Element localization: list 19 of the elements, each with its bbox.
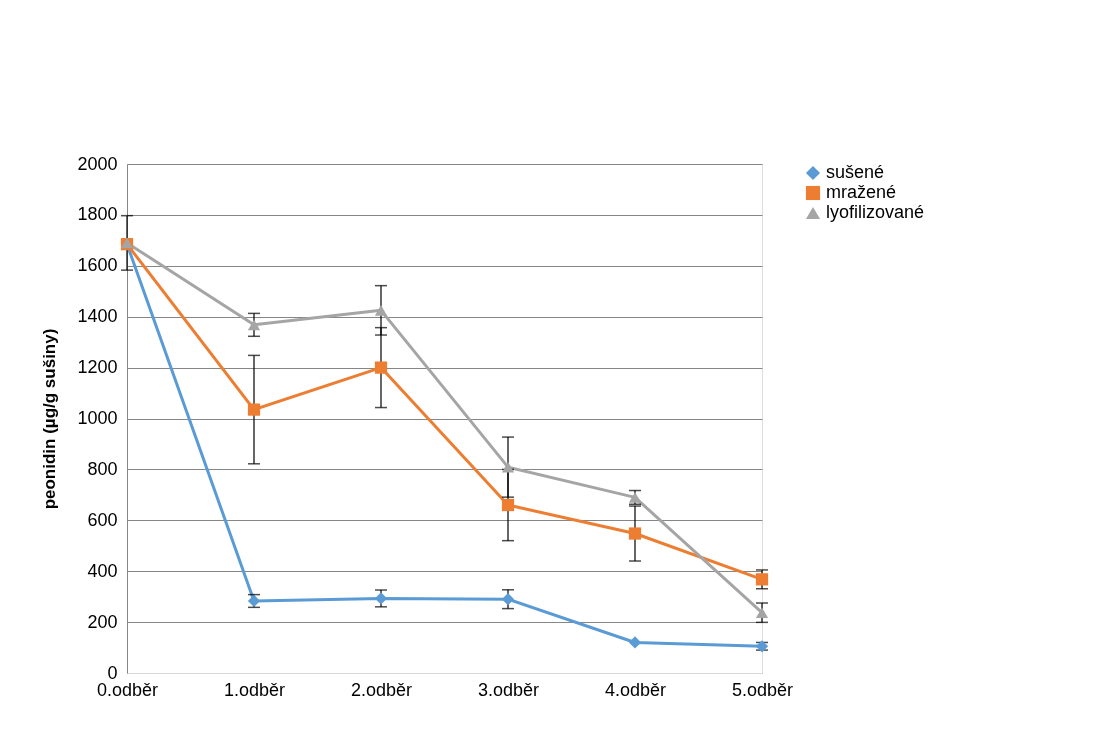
y-tick-label: 400 xyxy=(87,560,118,581)
y-tick-label: 2000 xyxy=(77,153,118,174)
y-tick-label: 1600 xyxy=(77,255,118,276)
legend-label: sušené xyxy=(826,162,885,182)
y-axis-title: peonidin (µg/g sušiny) xyxy=(40,328,60,510)
x-tick-label: 3.odběr xyxy=(477,679,540,700)
legend-label: lyofilizované xyxy=(826,202,925,222)
y-tick-label: 1200 xyxy=(77,357,118,378)
x-tick-label: 5.odběr xyxy=(731,679,794,700)
y-tick-label: 1000 xyxy=(77,408,118,428)
y-tick-label: 600 xyxy=(87,509,118,530)
y-tick-label: 200 xyxy=(87,611,118,632)
x-tick-label: 2.odběr xyxy=(350,679,413,700)
y-tick-label: 1400 xyxy=(77,306,118,327)
y-tick-label: 1800 xyxy=(77,204,118,225)
legend-label: mražené xyxy=(826,182,897,202)
x-tick-label: 1.odběr xyxy=(223,679,286,700)
y-tick-label: 800 xyxy=(87,458,118,479)
x-tick-label: 4.odběr xyxy=(604,679,667,700)
